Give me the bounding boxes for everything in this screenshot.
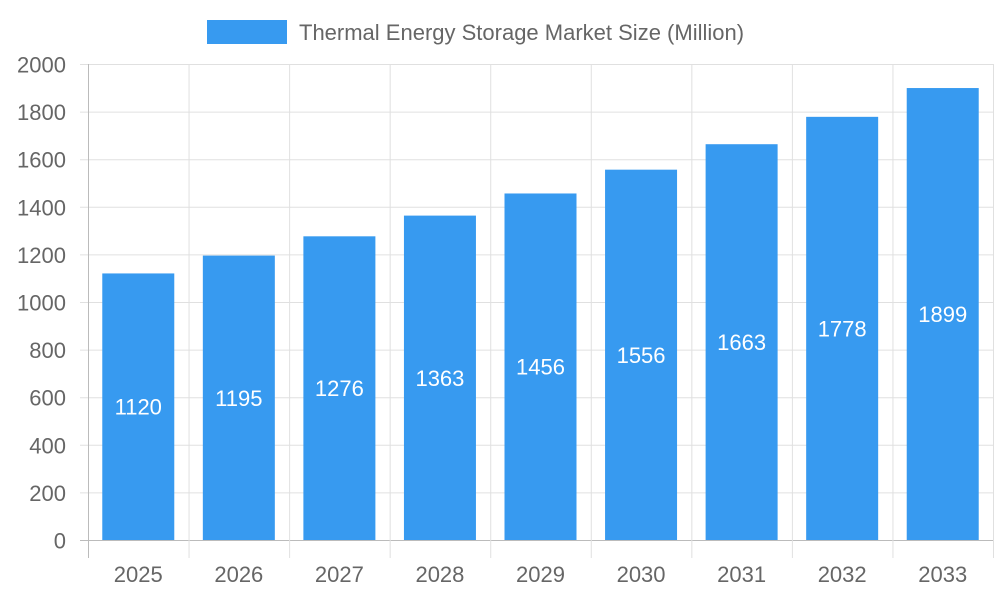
y-tick-label: 400	[29, 433, 66, 458]
x-tick-label: 2033	[918, 562, 967, 587]
data-label: 1120	[115, 395, 162, 420]
bar-2033	[906, 88, 979, 541]
x-tick-label: 2027	[315, 562, 364, 587]
bar-2029	[504, 193, 577, 541]
x-tick-label: 2032	[818, 562, 867, 587]
x-tick-label: 2031	[717, 562, 766, 587]
y-tick-label: 1200	[17, 243, 66, 268]
bar-2025	[102, 273, 175, 540]
data-label: 1663	[717, 330, 766, 355]
bar-2030	[605, 169, 678, 540]
x-tick-label: 2029	[516, 562, 565, 587]
x-axis-ticks: 2025 2026 2027 2028 2029 2030 2031 2032 2033	[114, 562, 967, 587]
legend-swatch	[207, 20, 287, 44]
x-tick-label: 2026	[214, 562, 263, 587]
y-tick-label: 800	[29, 338, 66, 363]
data-label: 1276	[315, 376, 364, 401]
y-tick-label: 200	[29, 481, 66, 506]
bar-2031	[705, 144, 778, 540]
data-label: 1363	[415, 366, 464, 391]
bar-2026	[202, 255, 275, 540]
y-tick-label: 1000	[17, 291, 66, 316]
y-tick-label: 1600	[17, 148, 66, 173]
legend-label: Thermal Energy Storage Market Size (Mill…	[299, 20, 744, 45]
data-label: 1456	[516, 355, 565, 380]
bar-2032	[806, 116, 879, 540]
y-axis-ticks: 0 200 400 600 800 1000 1200 1400 1600 1800 2000	[17, 53, 66, 554]
bars: 1120 1195 1276 1363 1456 1556 1663 1778 1899	[102, 88, 979, 541]
y-tick-label: 0	[54, 529, 66, 554]
data-label: 1899	[918, 302, 967, 327]
data-label: 1778	[818, 316, 867, 341]
legend: Thermal Energy Storage Market Size (Mill…	[207, 20, 744, 45]
bar-2028	[403, 215, 476, 540]
data-label: 1556	[617, 343, 666, 368]
y-tick-label: 1400	[17, 195, 66, 220]
x-tick-label: 2025	[114, 562, 163, 587]
y-tick-label: 1800	[17, 100, 66, 125]
x-tick-label: 2028	[415, 562, 464, 587]
y-tick-label: 2000	[17, 53, 66, 78]
data-label: 1195	[215, 386, 262, 411]
bar-2027	[303, 236, 376, 540]
y-tick-label: 600	[29, 386, 66, 411]
x-tick-label: 2030	[617, 562, 666, 587]
